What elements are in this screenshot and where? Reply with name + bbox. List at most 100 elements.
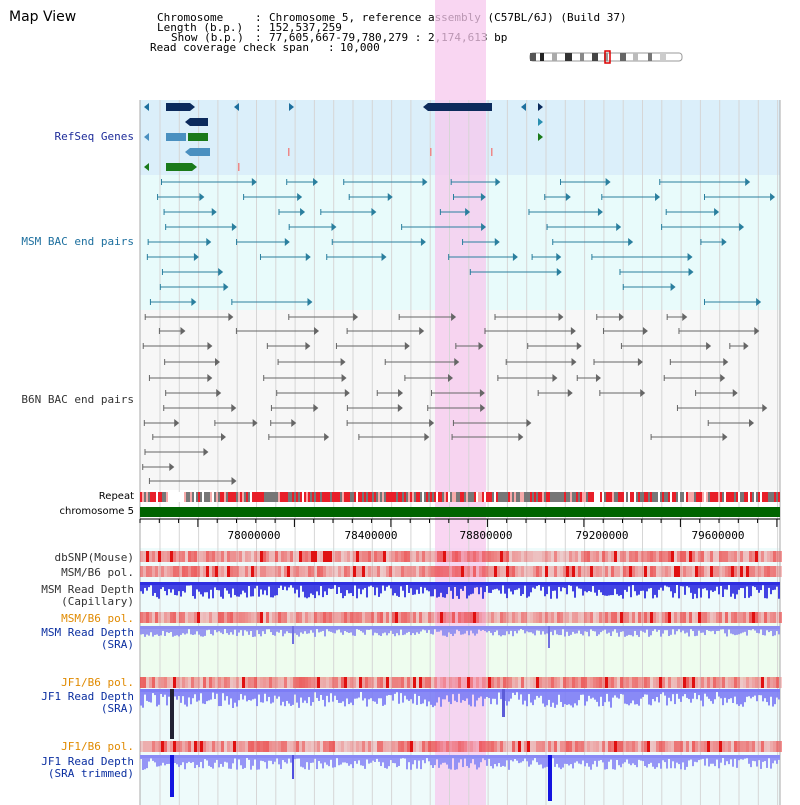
msm-depth-sra-bar — [758, 626, 760, 634]
msm-depth-cap-bar — [310, 582, 312, 594]
jf1-depth-trim-bar — [718, 755, 720, 769]
jf1-depth-trim-bar — [694, 755, 696, 762]
jf1-depth-sra-bar — [242, 689, 244, 700]
msm-b6-pol-strip — [575, 566, 578, 577]
msm-b6-pol-strip-2 — [236, 612, 239, 623]
msm-depth-cap-bar — [438, 582, 440, 597]
msm-b6-pol-strip — [482, 566, 485, 577]
jf1-depth-sra-bar — [632, 689, 634, 701]
msm-depth-cap-bar — [298, 582, 300, 598]
jf1-depth-trim-bar — [574, 755, 576, 763]
repeat-segment — [396, 492, 398, 502]
jf1-b6-pol-strip-2 — [320, 741, 323, 752]
gene-arrow — [479, 389, 485, 397]
msm-depth-cap-bar — [604, 582, 606, 596]
jf1-depth-sra-bar — [516, 689, 518, 693]
msm-b6-pol-strip — [383, 566, 386, 577]
msm-b6-pol-strip-2 — [248, 612, 251, 623]
gene-arrow — [211, 208, 217, 216]
msm-depth-sra-bar — [384, 626, 386, 633]
dbsnp-strip — [761, 551, 764, 562]
jf1-depth-trim-bar — [528, 755, 530, 767]
dbsnp-strip — [578, 551, 581, 562]
dbsnp-strip — [482, 551, 485, 562]
jf1-depth-trim-bar — [390, 755, 392, 761]
msm-b6-pol-strip-2 — [200, 612, 203, 623]
jf1-depth-sra-bar — [462, 689, 464, 701]
jf1-depth-trim-bar — [744, 755, 746, 759]
jf1-b6-pol-strip — [326, 677, 329, 688]
msm-depth-cap-bar — [238, 582, 240, 597]
dbsnp-strip — [719, 551, 722, 562]
msm-b6-pol-strip-2 — [731, 612, 734, 623]
msm-b6-pol-strip-2 — [440, 612, 443, 623]
msm-depth-cap-bar — [308, 582, 310, 598]
msm-depth-sra-bar — [410, 626, 412, 636]
track-label-b6n-bac[interactable]: B6N BAC end pairs — [21, 393, 134, 406]
gene-arrow — [193, 253, 199, 261]
gene-arrow — [216, 389, 222, 397]
msm-depth-sra-bar — [750, 626, 752, 631]
msm-depth-cap-bar — [424, 582, 426, 588]
msm-b6-pol-strip-2 — [584, 612, 587, 623]
jf1-b6-pol-strip-2 — [638, 741, 641, 752]
msm-b6-pol-strip-2 — [632, 612, 635, 623]
msm-b6-pol-strip-2 — [389, 612, 392, 623]
dbsnp-strip — [746, 551, 749, 562]
msm-depth-sra-bar — [400, 626, 402, 630]
dbsnp-strip — [251, 551, 254, 562]
jf1-depth-trim-bar — [650, 755, 652, 763]
msm-b6-pol-strip-2 — [419, 612, 422, 623]
msm-b6-pol-strip-2 — [371, 612, 374, 623]
jf1-b6-pol-strip — [443, 677, 446, 688]
msm-b6-pol-strip — [722, 566, 725, 577]
msm-b6-pol-strip — [548, 566, 551, 577]
jf1-depth-trim-bar — [202, 755, 204, 769]
msm-depth-sra-bar — [236, 626, 238, 636]
gene-arrow — [297, 193, 303, 201]
jf1-depth-trim-bar — [260, 755, 262, 761]
msm-b6-pol-strip — [710, 566, 713, 577]
jf1-depth-trim-bar — [294, 755, 296, 760]
jf1-depth-trim-bar — [478, 755, 480, 768]
msm-b6-pol-strip — [662, 566, 665, 577]
jf1-depth-trim-bar — [362, 755, 364, 766]
jf1-b6-pol-strip — [701, 677, 704, 688]
jf1-depth-trim-bar — [312, 755, 314, 763]
msm-b6-pol-strip — [362, 566, 365, 577]
track-label-refseq[interactable]: RefSeq Genes — [54, 130, 134, 143]
jf1-b6-pol-strip — [467, 677, 470, 688]
msm-depth-cap-bar — [178, 582, 180, 592]
repeat-segment — [270, 492, 272, 502]
repeat-segment — [372, 492, 374, 502]
dbsnp-strip — [353, 551, 356, 562]
dbsnp-strip — [338, 551, 341, 562]
jf1-b6-pol-strip — [146, 677, 149, 688]
jf1-depth-sra-bar — [168, 689, 170, 697]
jf1-depth-sra-bar — [346, 689, 348, 699]
msm-b6-pol-strip — [485, 566, 488, 577]
jf1-b6-pol-strip — [572, 677, 575, 688]
jf1-b6-pol-strip-2 — [716, 741, 719, 752]
msm-depth-cap-bar — [514, 582, 516, 591]
track-label-msm-bac[interactable]: MSM BAC end pairs — [21, 235, 134, 248]
jf1-b6-pol-strip-2 — [182, 741, 185, 752]
jf1-b6-pol-strip — [635, 677, 638, 688]
msm-b6-pol-strip — [254, 566, 257, 577]
jf1-b6-pol-strip-2 — [326, 741, 329, 752]
msm-depth-cap-bar — [216, 582, 218, 591]
jf1-b6-pol-strip — [230, 677, 233, 688]
msm-depth-sra-bar — [158, 626, 160, 636]
jf1-b6-pol-strip-2 — [713, 741, 716, 752]
msm-depth-sra-bar — [642, 626, 644, 632]
jf1-b6-pol-strip-2 — [500, 741, 503, 752]
jf1-b6-pol-strip — [464, 677, 467, 688]
jf1-b6-pol-strip — [605, 677, 608, 688]
msm-depth-sra-bar — [398, 626, 400, 636]
repeat-segment — [188, 492, 190, 502]
msm-depth-cap-bar — [570, 582, 572, 586]
jf1-depth-trim-bar — [622, 755, 624, 764]
jf1-b6-pol-strip-2 — [620, 741, 623, 752]
msm-depth-cap-bar — [140, 582, 142, 592]
